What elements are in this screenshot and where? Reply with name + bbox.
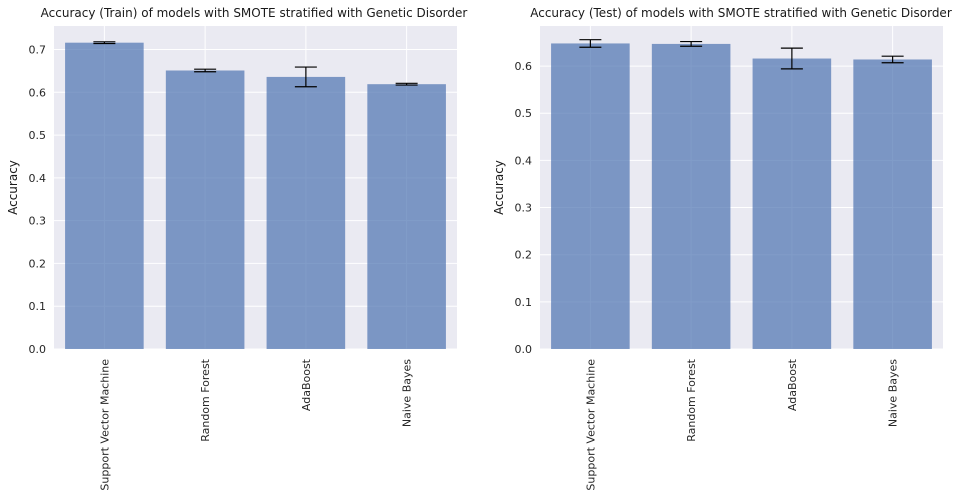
error-bar (579, 39, 602, 48)
y-tick-label: 0.5 (29, 129, 47, 142)
bar (752, 58, 832, 349)
bar (367, 84, 446, 349)
bar (266, 76, 346, 349)
error-bar (780, 47, 803, 70)
error-bar (194, 68, 217, 73)
error-bar (93, 41, 116, 45)
y-tick-label: 0.3 (29, 215, 47, 228)
x-tick-label: Naive Bayes (401, 359, 414, 427)
bar (165, 70, 245, 350)
y-tick-label: 0.2 (29, 257, 47, 270)
bar (551, 43, 630, 349)
bar (65, 42, 144, 350)
train-accuracy-chart: 0.0 0.1 0.2 0.3 0.4 0.5 0.6 0.7 Support Vector … (6, 6, 467, 491)
y-tick-label: 0.7 (29, 44, 47, 57)
y-axis-label: Accuracy (492, 160, 506, 215)
error-bar (294, 66, 317, 88)
x-tick-label: AdaBoost (786, 358, 799, 411)
y-tick-label: 0.4 (515, 154, 533, 167)
y-tick-label: 0.5 (515, 107, 533, 120)
y-tick-label: 0.6 (515, 60, 533, 73)
error-bar (680, 40, 703, 47)
y-tick-label: 0.3 (515, 202, 533, 215)
chart-title: Accuracy (Test) of models with SMOTE str… (530, 6, 952, 20)
bar (651, 43, 731, 350)
x-tick-label: Naive Bayes (887, 359, 900, 427)
y-tick-label: 0.4 (29, 172, 47, 185)
y-axis-label: Accuracy (6, 160, 20, 215)
error-bar (881, 55, 904, 64)
x-tick-label: Support Vector Machine (98, 359, 111, 491)
y-tick-label: 0.2 (515, 249, 533, 262)
test-accuracy-chart: 0.0 0.1 0.2 0.3 0.4 0.5 0.6 Support Vector Mac… (492, 6, 952, 491)
y-tick-label: 0.6 (29, 86, 47, 99)
y-tick-label: 0.0 (515, 343, 533, 356)
error-bar (395, 82, 418, 86)
x-tick-label: Random Forest (199, 358, 212, 441)
y-tick-label: 0.1 (29, 300, 47, 313)
y-tick-label: 0.0 (29, 343, 47, 356)
y-tick-label: 0.1 (515, 296, 533, 309)
x-tick-label: Random Forest (685, 358, 698, 441)
x-tick-label: AdaBoost (300, 358, 313, 411)
x-tick-label: Support Vector Machine (584, 359, 597, 491)
chart-title: Accuracy (Train) of models with SMOTE st… (41, 6, 468, 20)
bar (853, 59, 932, 350)
